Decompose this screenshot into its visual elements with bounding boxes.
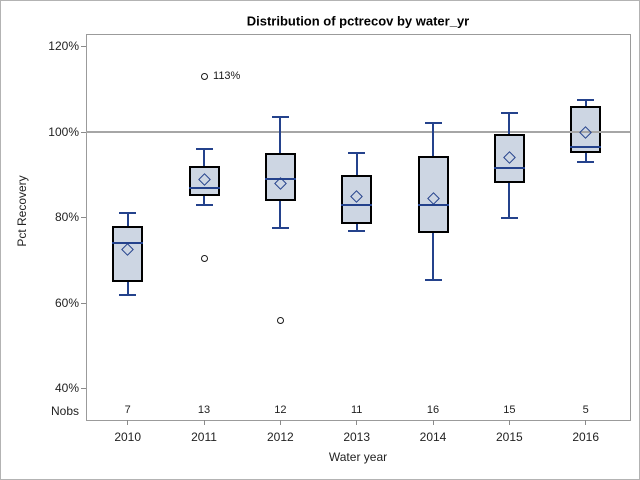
whisker-cap-high-2010 xyxy=(119,212,137,215)
whisker-cap-low-2010 xyxy=(119,293,137,296)
chart-title: Distribution of pctrecov by water_yr xyxy=(246,13,470,29)
box-2010 xyxy=(112,226,144,282)
nobs-value-2010: 7 xyxy=(124,404,131,416)
reference-line-100 xyxy=(86,131,630,133)
box-2011 xyxy=(188,166,220,197)
outlier-2012-0 xyxy=(276,316,284,324)
x-label-2012: 2012 xyxy=(267,430,294,444)
y-tick-120 xyxy=(81,45,86,47)
median-line-2015 xyxy=(493,167,525,170)
whisker-cap-low-2015 xyxy=(500,216,518,219)
x-tick-2013 xyxy=(356,420,358,425)
whisker-cap-high-2015 xyxy=(500,111,518,114)
x-tick-2014 xyxy=(432,420,434,425)
x-label-2015: 2015 xyxy=(495,430,523,444)
y-tick-label-100: 100% xyxy=(48,124,79,139)
median-line-2016 xyxy=(570,146,602,149)
x-label-2016: 2016 xyxy=(572,430,600,444)
y-tick-80 xyxy=(81,217,86,219)
whisker-stem-high-2012 xyxy=(279,117,282,154)
nobs-value-2013: 11 xyxy=(350,404,363,416)
whisker-stem-low-2014 xyxy=(432,232,435,280)
x-axis-title: Water year xyxy=(328,450,388,464)
whisker-stem-low-2010 xyxy=(126,281,129,295)
y-tick-100 xyxy=(81,131,86,133)
y-tick-40 xyxy=(81,388,86,390)
whisker-stem-high-2015 xyxy=(508,112,511,135)
whisker-cap-low-2013 xyxy=(348,229,366,232)
whisker-stem-high-2011 xyxy=(203,149,206,167)
whisker-stem-low-2013 xyxy=(355,224,358,231)
nobs-value-2016: 5 xyxy=(582,404,589,416)
box-2013 xyxy=(341,174,373,225)
whisker-stem-high-2014 xyxy=(432,123,435,156)
x-tick-2010 xyxy=(127,420,129,425)
median-line-2011 xyxy=(188,186,220,189)
whisker-cap-low-2011 xyxy=(195,203,213,206)
whisker-cap-low-2012 xyxy=(271,227,289,230)
whisker-cap-high-2013 xyxy=(348,152,366,155)
plot-area-frame xyxy=(86,34,631,421)
nobs-value-2011: 13 xyxy=(197,404,211,416)
y-tick-label-120: 120% xyxy=(48,38,79,53)
x-label-2014: 2014 xyxy=(419,430,447,444)
whisker-stem-high-2016 xyxy=(584,99,587,107)
whisker-cap-low-2016 xyxy=(577,161,595,164)
y-tick-label-60: 60% xyxy=(54,295,79,310)
median-line-2013 xyxy=(341,203,373,206)
outlier-label-2011-0: 113% xyxy=(213,69,241,82)
nobs-row-label: Nobs xyxy=(50,404,79,418)
whisker-cap-high-2014 xyxy=(424,122,442,125)
outlier-2011-1 xyxy=(200,254,208,262)
x-tick-2015 xyxy=(508,420,510,425)
box-2015 xyxy=(493,134,525,184)
whisker-stem-high-2010 xyxy=(126,213,129,227)
x-tick-2012 xyxy=(279,420,281,425)
y-tick-label-40: 40% xyxy=(54,381,79,396)
whisker-stem-high-2013 xyxy=(355,153,358,175)
nobs-value-2014: 16 xyxy=(426,404,440,416)
x-label-2011: 2011 xyxy=(191,430,217,444)
whisker-cap-high-2012 xyxy=(271,116,289,119)
median-line-2014 xyxy=(417,203,449,206)
median-line-2010 xyxy=(112,242,144,245)
outlier-2011-0 xyxy=(200,72,208,80)
x-label-2013: 2013 xyxy=(343,430,371,444)
whisker-stem-low-2015 xyxy=(508,183,511,218)
y-axis-title: Pct Recovery xyxy=(15,175,29,247)
whisker-stem-low-2011 xyxy=(203,196,206,205)
whisker-stem-low-2016 xyxy=(584,153,587,163)
box-2012 xyxy=(264,153,296,201)
y-tick-60 xyxy=(81,302,86,304)
box-2014 xyxy=(417,155,449,233)
box-2016 xyxy=(570,106,602,154)
nobs-value-2012: 12 xyxy=(274,404,287,416)
x-label-2010: 2010 xyxy=(114,430,142,444)
x-tick-2016 xyxy=(585,420,587,425)
whisker-stem-low-2012 xyxy=(279,200,282,229)
median-line-2012 xyxy=(264,178,296,181)
x-tick-2011 xyxy=(203,420,205,425)
whisker-cap-low-2014 xyxy=(424,278,442,281)
y-tick-label-80: 80% xyxy=(54,210,79,225)
whisker-cap-high-2016 xyxy=(577,98,595,101)
nobs-value-2015: 15 xyxy=(503,404,516,416)
whisker-cap-high-2011 xyxy=(195,148,213,151)
